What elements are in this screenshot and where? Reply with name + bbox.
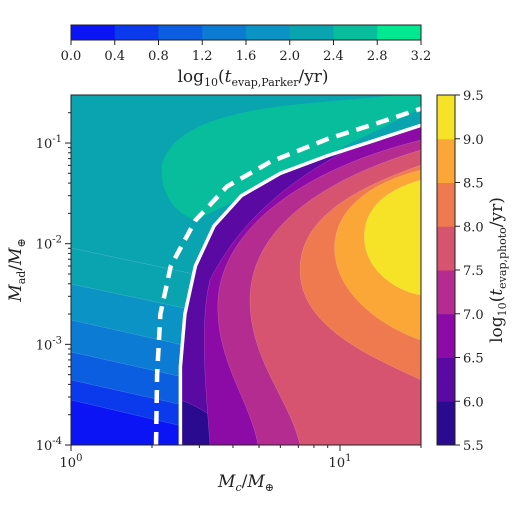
parker-colorbar-tick-label: 2.4 [323,49,344,64]
parker-colorbar-segment [114,25,159,40]
parker-colorbar-segment [289,25,334,40]
photo-band [364,179,421,296]
photo-colorbar-segment [437,95,455,140]
parker-colorbar-ticks: 0.0 0.4 0.8 1.2 1.6 2.0 2.4 2.8 3.2 [61,40,432,64]
parker-colorbar-tick-label: 0.4 [104,49,125,64]
x-axis-label: Mc/M⊕ [217,472,274,494]
photo-colorbar-tick-label: 8.0 [463,220,484,235]
x-tick-label: 100 [60,453,83,471]
parker-colorbar-segment [158,25,203,40]
plot-area [71,95,421,445]
photo-colorbar-segment [437,138,455,183]
parker-band [71,399,421,445]
x-axis: 100 101 [60,445,422,471]
parker-colorbar-segment [333,25,378,40]
photo-colorbar [436,94,456,446]
photo-colorbar-tick-label: 8.5 [463,177,484,192]
y-tick-label: 10-1 [36,134,62,152]
photo-colorbar-segment [437,270,455,315]
y-axis-label: Mad/M⊕ [6,238,28,302]
x-tick-label: 101 [329,453,352,471]
parker-colorbar-tick-label: 1.6 [236,49,257,64]
parker-colorbar-tick-label: 0.8 [148,49,169,64]
photo-colorbar-segment [437,182,455,227]
photo-colorbar-tick-label: 6.5 [463,352,484,367]
parker-colorbar-tick-label: 1.2 [192,49,213,64]
parker-colorbar-label: log10(tevap,Parker/yr) [177,67,328,89]
photo-colorbar-label: log10(tevap,photo/yr) [487,197,509,343]
parker-colorbar-tick-label: 2.8 [367,49,388,64]
plot-frame [70,94,422,446]
boundary-solid-line [178,123,421,445]
photo-colorbar-segment [437,226,455,271]
y-tick-label: 10-4 [36,436,62,454]
photo-colorbar-ticks: 5.5 6.0 6.5 7.0 7.5 8.0 8.5 9.0 9.5 [455,89,484,454]
boundary-dashed-line [153,106,421,445]
parker-colorbar-tick-label: 3.2 [411,49,432,64]
photo-colorbar-tick-label: 5.5 [463,439,484,454]
parker-colorbar-tick-label: 0.0 [61,49,82,64]
parker-colorbar-tick-label: 2.0 [279,49,300,64]
photo-colorbar-segment [437,313,455,358]
parker-colorbar [70,24,422,41]
photo-colorbar-tick-label: 9.0 [463,133,484,148]
photo-colorbar-tick-label: 7.0 [463,308,484,323]
photo-colorbar-tick-label: 7.5 [463,264,484,279]
parker-colorbar-segment [246,25,291,40]
photo-colorbar-segment [437,401,455,446]
parker-colorbar-segment [377,25,422,40]
y-axis: 10-4 10-3 10-2 10-1 [36,112,71,454]
photo-colorbar-tick-label: 9.5 [463,89,484,104]
y-tick-label: 10-2 [36,235,62,253]
parker-colorbar-segment [202,25,247,40]
y-tick-label: 10-3 [36,335,62,353]
photo-colorbar-segment [437,357,455,402]
photo-region [180,125,421,445]
parker-colorbar-segment [71,25,116,40]
photo-colorbar-tick-label: 6.0 [463,395,484,410]
